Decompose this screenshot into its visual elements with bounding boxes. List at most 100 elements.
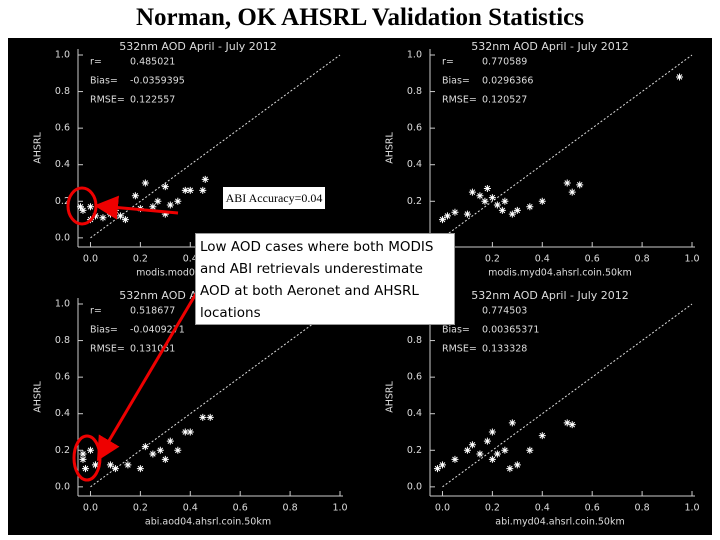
point xyxy=(443,212,451,220)
point xyxy=(508,210,516,218)
point xyxy=(526,446,534,454)
point xyxy=(79,455,87,463)
y-tick-label: 0.0 xyxy=(55,232,70,243)
point xyxy=(79,450,87,458)
y-tick-label: 0.4 xyxy=(407,159,422,170)
point xyxy=(136,465,144,473)
point xyxy=(174,197,182,205)
y-tick-label: 0.2 xyxy=(407,445,422,456)
one-to-one-line xyxy=(442,303,693,488)
stat-value: 0.120527 xyxy=(482,95,527,106)
x-tick-label: 0.0 xyxy=(83,254,98,265)
stat-label: Bias= xyxy=(90,325,118,336)
point xyxy=(506,465,514,473)
stat-value: 0.122557 xyxy=(130,95,175,106)
point xyxy=(131,192,139,200)
point xyxy=(111,465,119,473)
callout: Low AOD cases where both MODIS and ABI r… xyxy=(195,233,455,325)
x-axis-label: abi.aod04.ahsrl.coin.50km xyxy=(145,517,271,528)
x-tick-label: 1.0 xyxy=(684,503,699,514)
x-axis-label: modis.myd04.ahsrl.coin.50km xyxy=(488,268,632,279)
point xyxy=(106,461,114,469)
point xyxy=(76,203,84,211)
y-tick-label: 0.8 xyxy=(407,335,422,346)
highlight-ellipse xyxy=(72,434,102,482)
x-tick-label: 0.8 xyxy=(283,503,298,514)
slide-title: Norman, OK AHSRL Validation Statistics xyxy=(136,4,584,31)
y-tick-label: 1.0 xyxy=(55,299,70,310)
y-axis-label: AHSRL xyxy=(33,381,44,413)
point xyxy=(161,455,169,463)
point xyxy=(438,216,446,224)
stat-value: 0.00365371 xyxy=(482,325,539,336)
point xyxy=(568,421,576,429)
point xyxy=(141,443,149,451)
y-tick-label: 0.6 xyxy=(407,123,422,134)
x-tick-label: 0.8 xyxy=(635,254,650,265)
point xyxy=(451,455,459,463)
point xyxy=(498,206,506,214)
point xyxy=(86,203,94,211)
y-tick-label: 0.0 xyxy=(407,481,422,492)
y-axis-label: AHSRL xyxy=(33,132,44,164)
chart-title: 532nm AOD April - July 2012 xyxy=(119,40,277,53)
x-tick-label: 0.4 xyxy=(183,254,198,265)
chart-title: 532nm AOD April - July 2012 xyxy=(471,289,629,302)
y-tick-label: 0.4 xyxy=(55,408,70,419)
x-tick-label: 0.0 xyxy=(435,503,450,514)
one-to-one-line xyxy=(442,54,693,239)
y-tick-label: 0.4 xyxy=(407,408,422,419)
y-tick-label: 1.0 xyxy=(407,50,422,61)
x-tick-label: 0.0 xyxy=(83,503,98,514)
point xyxy=(468,441,476,449)
x-tick-label: 0.6 xyxy=(585,503,600,514)
stat-value: 0.770589 xyxy=(482,57,527,68)
stat-label: Bias= xyxy=(90,76,118,87)
point xyxy=(161,210,169,218)
one-to-one-line xyxy=(90,303,341,488)
point xyxy=(463,446,471,454)
arrow xyxy=(94,195,179,220)
point xyxy=(121,216,129,224)
point xyxy=(508,419,516,427)
y-tick-label: 1.0 xyxy=(55,50,70,61)
stat-label: RMSE= xyxy=(442,344,477,355)
point xyxy=(166,437,174,445)
x-tick-label: 0.2 xyxy=(133,503,148,514)
point xyxy=(493,450,501,458)
point xyxy=(141,179,149,187)
point xyxy=(181,186,189,194)
y-tick-label: 0.4 xyxy=(55,159,70,170)
point xyxy=(79,206,87,214)
x-tick-label: 0.6 xyxy=(585,254,600,265)
stat-label: Bias= xyxy=(442,76,470,87)
x-tick-label: 0.2 xyxy=(133,254,148,265)
y-tick-label: 0.2 xyxy=(55,445,70,456)
arrow xyxy=(96,291,199,462)
stat-value: 0.133328 xyxy=(482,344,527,355)
point xyxy=(481,197,489,205)
point xyxy=(206,413,214,421)
y-tick-label: 0.2 xyxy=(55,196,70,207)
point xyxy=(563,179,571,187)
point xyxy=(199,186,207,194)
point xyxy=(483,184,491,192)
stat-value: 0.0296366 xyxy=(482,76,533,87)
point xyxy=(116,212,124,220)
point xyxy=(438,461,446,469)
y-tick-label: 0.2 xyxy=(407,196,422,207)
point xyxy=(676,73,684,81)
point xyxy=(526,203,534,211)
stat-value: -0.0359395 xyxy=(130,76,185,87)
stat-value: -0.0409271 xyxy=(130,325,185,336)
y-tick-label: 0.8 xyxy=(55,86,70,97)
point xyxy=(201,175,209,183)
point xyxy=(149,203,157,211)
point xyxy=(488,428,496,436)
point xyxy=(563,419,571,427)
one-to-one-line xyxy=(90,54,341,239)
point xyxy=(501,446,509,454)
stat-label: Bias= xyxy=(442,325,470,336)
x-tick-label: 0.4 xyxy=(535,254,550,265)
